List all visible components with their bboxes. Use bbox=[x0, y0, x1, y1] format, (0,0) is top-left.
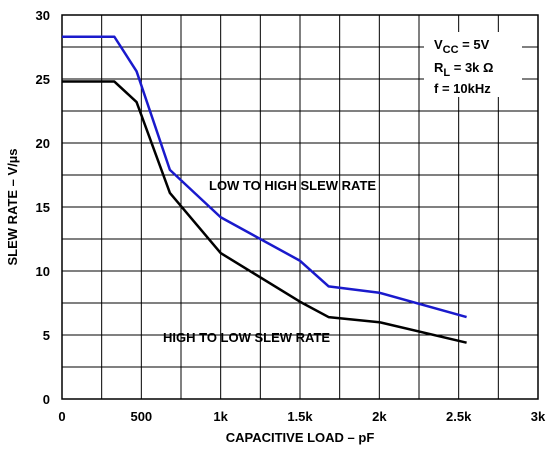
series-line-low-to-high bbox=[62, 35, 467, 319]
y-tick-label: 20 bbox=[36, 136, 50, 151]
y-tick-label: 0 bbox=[43, 392, 50, 407]
x-tick-labels: 0 500 1k 1.5k 2k 2.5k 3k bbox=[58, 409, 546, 424]
series-label-low-to-high: LOW TO HIGH SLEW RATE bbox=[209, 178, 376, 193]
condition-frequency: f = 10kHz bbox=[434, 81, 491, 96]
condition-rl: RL = 3k Ω bbox=[434, 60, 493, 79]
series-line-high-to-low bbox=[62, 80, 467, 344]
x-axis-label: CAPACITIVE LOAD – pF bbox=[226, 430, 375, 445]
condition-vcc: VCC = 5V bbox=[434, 37, 490, 56]
data-series bbox=[62, 35, 467, 344]
y-tick-label: 30 bbox=[36, 8, 50, 23]
x-tick-label: 1.5k bbox=[287, 409, 313, 424]
x-tick-label: 2k bbox=[372, 409, 387, 424]
y-tick-label: 15 bbox=[36, 200, 50, 215]
plot-frame bbox=[61, 14, 539, 400]
x-tick-label: 3k bbox=[531, 409, 546, 424]
x-tick-label: 2.5k bbox=[446, 409, 472, 424]
y-axis-label: SLEW RATE – V/µs bbox=[5, 148, 20, 265]
y-tick-label: 5 bbox=[43, 328, 50, 343]
x-tick-label: 0 bbox=[58, 409, 65, 424]
series-label-high-to-low: HIGH TO LOW SLEW RATE bbox=[163, 330, 330, 345]
x-tick-label: 500 bbox=[130, 409, 152, 424]
conditions-box: VCC = 5V RL = 3k Ω f = 10kHz bbox=[424, 32, 522, 97]
y-tick-labels: 0 5 10 15 20 25 30 bbox=[36, 8, 50, 407]
y-tick-label: 25 bbox=[36, 72, 50, 87]
x-tick-label: 1k bbox=[213, 409, 228, 424]
y-tick-label: 10 bbox=[36, 264, 50, 279]
